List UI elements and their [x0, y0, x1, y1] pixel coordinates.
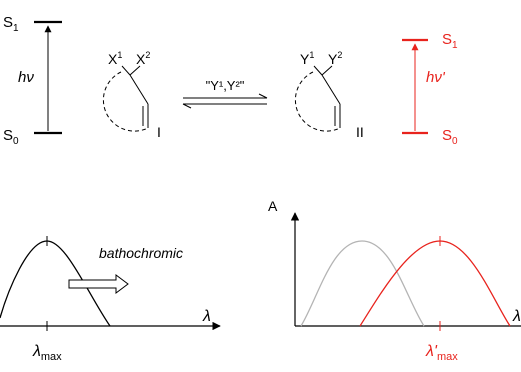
molecule-2: Y1 Y2 II: [294, 50, 364, 140]
ring-dashed: [102, 71, 149, 132]
y-axis-label: A: [268, 198, 278, 214]
equilibrium-arrows: "Y¹,Y²": [182, 78, 268, 109]
ring-bond: [321, 74, 341, 105]
band-original: [300, 240, 425, 327]
forward-arrow-head: [258, 93, 268, 99]
band-shifted: [359, 240, 511, 327]
molecule-1: X1 X2 I: [102, 50, 161, 140]
left-absorption-plot: bathochromic λ λmax: [0, 236, 221, 363]
bond-y1: [313, 65, 323, 76]
x-axis-label: λ: [512, 308, 521, 325]
y1-label: Y1: [300, 50, 314, 67]
shift-arrow: [68, 274, 129, 294]
bathochromic-label: bathochromic: [99, 245, 183, 261]
s1-label: S1: [3, 14, 19, 34]
left-energy-diagram: S1 S0 hν: [3, 14, 62, 147]
s0-label: S0: [442, 127, 458, 147]
compound-2-label: II: [356, 124, 364, 140]
x2-label: X2: [136, 50, 150, 67]
lambda-max-label: λmax: [32, 343, 62, 363]
ring-dashed: [294, 71, 341, 132]
x-axis-label: λ: [202, 308, 211, 325]
bond-x2: [129, 65, 141, 76]
right-energy-diagram: S1 S0 hν': [402, 31, 458, 147]
compound-1-label: I: [157, 124, 161, 140]
reagent-label: "Y¹,Y²": [206, 78, 245, 93]
x1-label: X1: [108, 50, 122, 67]
s1-label: S1: [442, 31, 458, 51]
y2-label: Y2: [328, 50, 342, 67]
bond-x1: [121, 65, 131, 76]
excitation-energy-label: hν: [18, 69, 34, 86]
bond-y2: [321, 65, 333, 76]
reverse-arrow-head: [182, 103, 192, 109]
ring-bond: [129, 74, 149, 105]
right-absorption-plot: A λ λ'max: [268, 198, 521, 363]
lambda-max-shifted-label: λ'max: [425, 343, 458, 363]
excitation-energy-label: hν': [426, 69, 446, 86]
s0-label: S0: [3, 127, 19, 147]
